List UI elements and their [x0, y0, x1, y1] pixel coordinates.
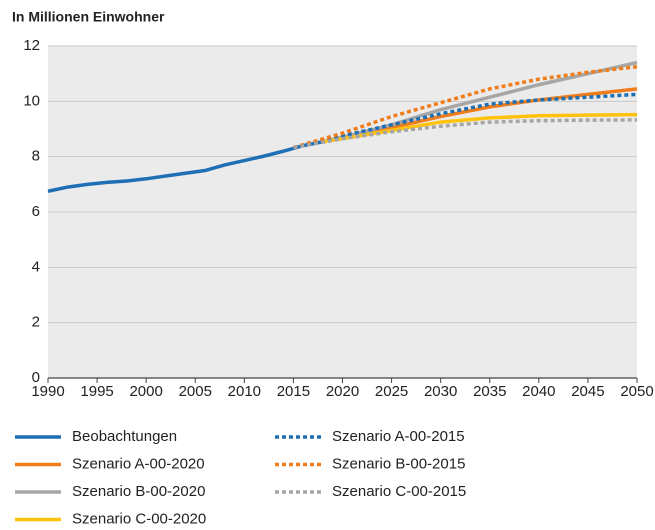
x-tick-label: 2040 — [522, 383, 555, 400]
series-line — [293, 118, 638, 150]
series-line — [292, 65, 638, 150]
legend-label: Beobachtungen — [72, 428, 177, 445]
legend-label: Szenario A-00-2020 — [72, 455, 205, 472]
y-tick-label: 10 — [23, 92, 40, 109]
legend-label: Szenario B-00-2015 — [332, 455, 465, 472]
y-tick-label: 6 — [32, 203, 40, 220]
legend-label: Szenario C-00-2020 — [72, 510, 206, 527]
chart-title: In Millionen Einwohner — [12, 9, 165, 25]
x-tick-label: 2015 — [277, 383, 310, 400]
x-tick-label: 2010 — [228, 383, 261, 400]
y-tick-label: 4 — [32, 258, 40, 275]
x-tick-label: 1990 — [31, 383, 64, 400]
legend-label: Szenario A-00-2015 — [332, 428, 465, 445]
x-tick-label: 2030 — [424, 383, 457, 400]
series-line — [293, 92, 638, 150]
series-line — [47, 140, 324, 193]
x-tick-label: 2025 — [375, 383, 408, 400]
x-tick-label: 2035 — [473, 383, 506, 400]
x-tick-label: 2000 — [129, 383, 162, 400]
legend-label: Szenario C-00-2015 — [332, 483, 466, 500]
x-tick-label: 2045 — [571, 383, 604, 400]
y-tick-label: 8 — [32, 148, 40, 165]
legend-label: Szenario B-00-2020 — [72, 483, 205, 500]
x-tick-label: 2050 — [620, 383, 653, 400]
y-tick-label: 2 — [32, 314, 40, 331]
x-tick-label: 2020 — [326, 383, 359, 400]
y-tick-label: 12 — [23, 37, 40, 54]
y-tick-label: 0 — [32, 369, 40, 386]
x-tick-label: 1995 — [80, 383, 113, 400]
x-tick-label: 2005 — [179, 383, 212, 400]
